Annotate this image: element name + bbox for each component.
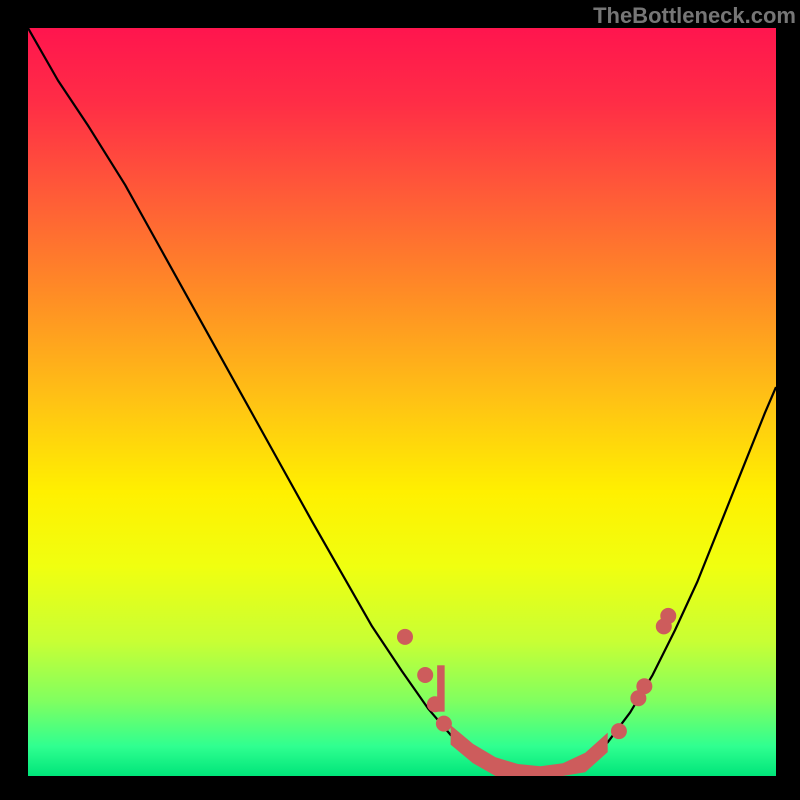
chart-frame: TheBottleneck.com: [0, 0, 800, 800]
watermark: TheBottleneck.com: [593, 3, 796, 29]
plot-svg: [28, 28, 776, 776]
